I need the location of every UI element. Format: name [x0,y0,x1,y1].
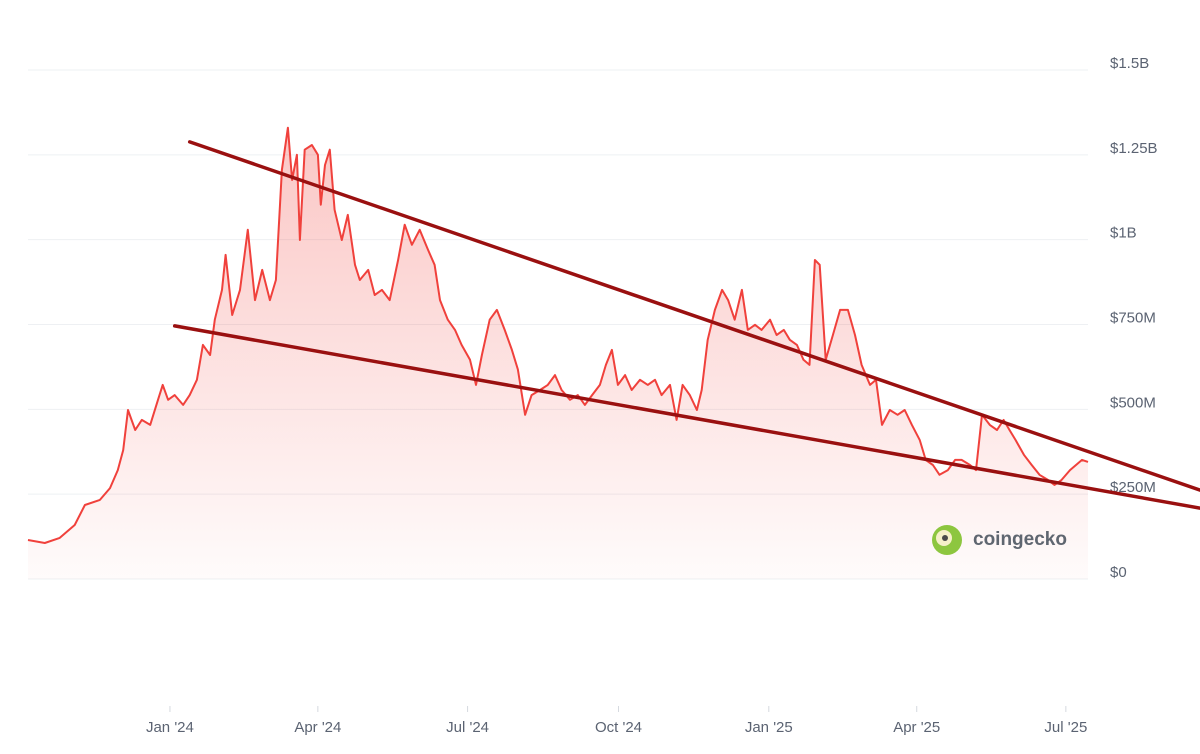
watermark: coingecko [932,525,1067,555]
trend-line [172,324,1200,510]
watermark-logo-pupil [942,535,948,541]
x-tick-label: Jan '25 [745,719,793,736]
y-tick-label: $1.25B [1110,140,1158,157]
y-tick-label: $1B [1110,225,1137,242]
y-tick-label: $750M [1110,309,1156,326]
x-tick-label: Oct '24 [595,719,642,736]
x-tick-label: Jul '25 [1044,719,1087,736]
y-tick-label: $250M [1110,479,1156,496]
area [28,127,1088,579]
y-tick-label: $500M [1110,394,1156,411]
x-tick-label: Apr '24 [294,719,341,736]
y-tick-label: $1.5B [1110,55,1149,72]
x-tick-label: Apr '25 [893,719,940,736]
trend-line [187,140,1200,492]
x-tick-label: Jul '24 [446,719,489,736]
x-tick-label: Jan '24 [146,719,194,736]
watermark-text: coingecko [973,529,1067,550]
y-tick-label: $0 [1110,564,1127,581]
